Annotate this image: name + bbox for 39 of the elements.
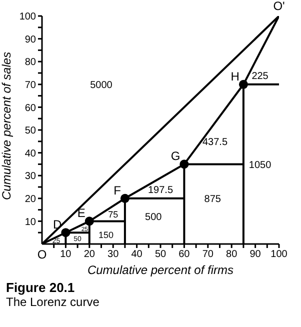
x-tick-label: 100: [270, 249, 288, 260]
x-tick-label: 70: [202, 249, 214, 260]
x-tick-label: 20: [84, 249, 96, 260]
y-tick-label: 90: [24, 34, 36, 46]
y-tick-label: 50: [24, 126, 36, 137]
annotation: F: [114, 183, 121, 198]
text: Figure 20.1: [6, 280, 76, 295]
y-tick-label: 100: [19, 12, 36, 23]
y-tick-label: 20: [24, 194, 36, 205]
annotation: 150: [98, 230, 114, 240]
annotation: 197.5: [148, 184, 174, 196]
annotation: 1050: [248, 160, 272, 171]
y-axis-title: Cumulative percent of sales: [0, 52, 14, 200]
annotation: 875: [204, 194, 222, 205]
text: The Lorenz curve: [6, 295, 100, 309]
annotation: 75: [108, 210, 118, 220]
x-tick-label: 60: [178, 249, 190, 260]
y-tick-label: 40: [24, 148, 36, 160]
annotation: O': [273, 0, 285, 13]
annotation: H: [230, 69, 240, 84]
annotation: 225: [252, 70, 269, 82]
x-tick-label: 10: [60, 249, 72, 260]
x-tick-label: 90: [250, 249, 262, 260]
y-tick-label: 30: [24, 171, 36, 182]
x-tick-label: 40: [131, 249, 143, 260]
y-tick-label: 80: [24, 57, 36, 68]
annotation: 500: [145, 212, 162, 224]
annotation: 5000: [90, 80, 113, 91]
y-tick-label: 70: [24, 80, 36, 91]
x-axis-title: Cumulative percent of firms: [87, 263, 234, 277]
annotation: 437.5: [202, 136, 228, 148]
x-tick-label: 80: [226, 249, 238, 260]
x-tick-label: 30: [108, 249, 120, 260]
y-tick-label: 60: [24, 102, 36, 114]
annotation: E: [77, 206, 86, 220]
y-tick-label: 10: [24, 216, 36, 228]
annotation: O: [37, 248, 47, 262]
annotation: G: [170, 149, 180, 164]
x-tick-label: 50: [154, 249, 166, 260]
